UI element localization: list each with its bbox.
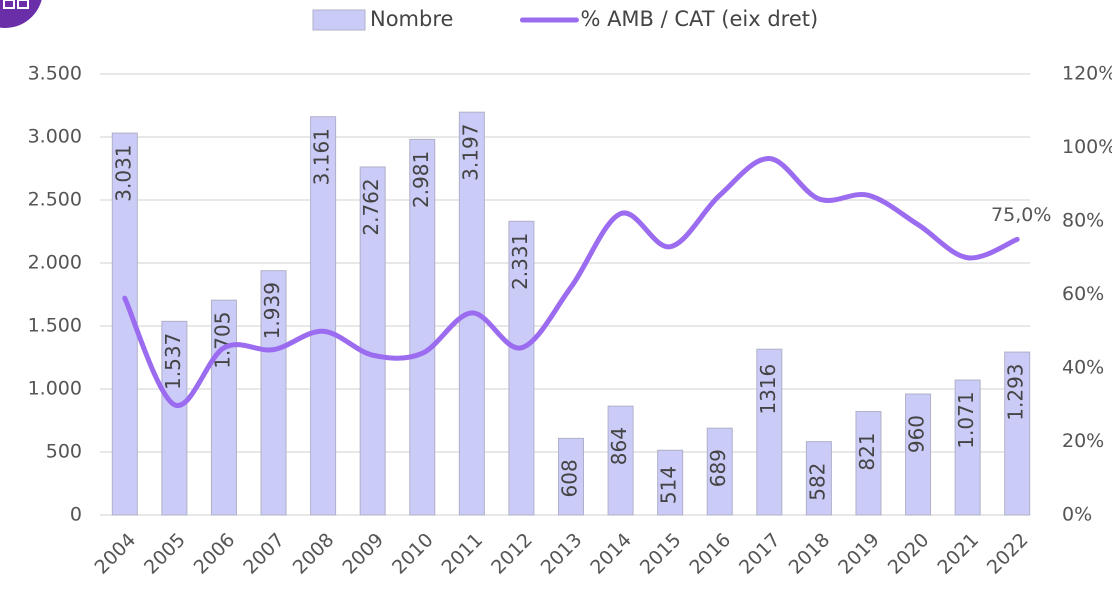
x-tick-label: 2014: [586, 529, 636, 579]
y2-tick-label: 40%: [1062, 357, 1104, 379]
x-tick-label: 2022: [983, 529, 1033, 579]
x-tick-label: 2010: [388, 529, 438, 579]
bar-value-label: 3.197: [458, 124, 482, 181]
bar: [310, 116, 337, 516]
bar-value-label: 582: [805, 463, 829, 501]
x-tick-label: 2012: [487, 529, 537, 579]
bar-value-label: 2.981: [409, 151, 433, 208]
bar: [409, 138, 436, 516]
x-tick-label: 2013: [537, 529, 587, 579]
bar: [161, 320, 188, 516]
y-tick-label: 3.000: [28, 126, 82, 148]
bar: [657, 449, 684, 516]
bar: [607, 405, 634, 516]
bar: [508, 220, 535, 516]
x-tick-label: 2015: [636, 529, 686, 579]
x-tick-label: 2006: [190, 529, 240, 579]
y-tick-label: 0: [70, 504, 82, 526]
bar: [706, 427, 733, 516]
y-tick-label: 1.500: [28, 315, 82, 337]
bar-value-label: 689: [706, 449, 730, 487]
bar-value-label: 1316: [756, 364, 780, 415]
y2-tick-label: 20%: [1062, 430, 1104, 452]
y2-tick-label: 80%: [1062, 210, 1104, 232]
x-tick-label: 2019: [834, 529, 884, 579]
bar-value-label: 3.031: [111, 144, 135, 201]
bar-value-label: 1.293: [1004, 363, 1028, 420]
x-tick-label: 2021: [933, 529, 983, 579]
x-tick-label: 2005: [140, 529, 190, 579]
y2-tick-label: 60%: [1062, 283, 1104, 305]
y-tick-label: 3.500: [28, 63, 82, 85]
y-tick-label: 1.000: [28, 378, 82, 400]
bar: [756, 348, 783, 516]
y-tick-label: 2.500: [28, 189, 82, 211]
bar-value-label: 1.537: [161, 333, 185, 390]
y2-tick-label: 120%: [1062, 63, 1112, 85]
x-tick-label: 2011: [438, 529, 488, 579]
x-tick-label: 2020: [884, 529, 934, 579]
y-tick-label: 2.000: [28, 252, 82, 274]
bar-value-label: 864: [607, 427, 631, 465]
y2-tick-label: 0%: [1062, 504, 1092, 526]
x-tick-label: 2007: [239, 529, 289, 579]
bar-value-label: 3.161: [310, 128, 334, 185]
x-tick-label: 2009: [338, 529, 388, 579]
bar-value-label: 1.939: [260, 282, 284, 339]
x-tick-label: 2008: [289, 529, 339, 579]
bar: [260, 270, 287, 516]
bar-value-label: 1.071: [954, 391, 978, 448]
bar: [558, 437, 584, 516]
legend-swatch: [312, 9, 366, 31]
y2-tick-label: 100%: [1062, 136, 1112, 158]
x-tick-label: 2018: [785, 529, 835, 579]
bar-value-label: 2.762: [359, 178, 383, 235]
logo: [0, 0, 42, 28]
bar: [210, 299, 237, 516]
bar: [905, 393, 932, 516]
x-tick-label: 2017: [735, 529, 785, 579]
y-tick-label: 500: [46, 441, 82, 463]
bar: [805, 441, 832, 516]
bar-value-label: 960: [905, 415, 929, 453]
line: [122, 156, 1020, 408]
bar: [359, 166, 386, 516]
bar: [954, 379, 981, 516]
bar: [1004, 351, 1031, 516]
bar: [855, 411, 882, 516]
x-tick-label: 2004: [90, 529, 140, 579]
bar-value-label: 608: [558, 459, 582, 497]
legend-label: % AMB / CAT (eix dret): [580, 7, 818, 31]
bar-value-label: 821: [855, 432, 879, 470]
legend-label: Nombre: [370, 7, 453, 31]
line-value-label: 75,0%: [991, 204, 1051, 226]
x-tick-label: 2016: [685, 529, 735, 579]
bar-value-label: 514: [657, 466, 681, 504]
bar-value-label: 2.331: [508, 233, 532, 290]
